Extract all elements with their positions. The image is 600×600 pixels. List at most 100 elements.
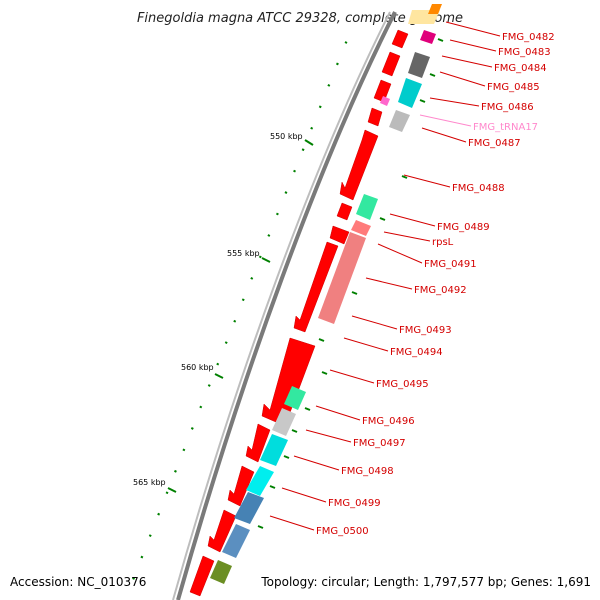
- gene-label: FMG_0488: [452, 183, 505, 194]
- gene-label: FMG_tRNA17: [473, 122, 538, 133]
- scale-tick: [267, 234, 271, 237]
- scale-labels: 550 kbp 555 kbp 560 kbp 565 kbp: [133, 132, 314, 493]
- scale-tick: [301, 148, 305, 152]
- scale-tick: [344, 41, 348, 44]
- gene-label: FMG_0498: [341, 466, 394, 477]
- gene-arrow: [245, 423, 271, 463]
- scale-tick: [173, 469, 177, 473]
- gene-box: [210, 560, 232, 584]
- scale-tick: [401, 175, 408, 179]
- gene-box: [284, 386, 306, 410]
- label-leader-line: [439, 71, 486, 87]
- scale-tick: [241, 298, 245, 302]
- scale-tick: [250, 276, 254, 280]
- label-leader-line: [281, 487, 327, 503]
- gene-label: FMG_0500: [316, 526, 369, 537]
- forward-strand-genes: [189, 29, 409, 597]
- topology-text: Topology: circular; Length: 1,797,577 bp…: [260, 575, 591, 589]
- gene-arrow: [189, 555, 215, 597]
- scale-tick: [379, 217, 386, 221]
- scale-tick: [284, 191, 288, 194]
- label-leader-line: [429, 97, 480, 107]
- gene-arrow: [329, 225, 350, 245]
- gene-label: FMG_0493: [399, 325, 452, 336]
- scale-label-550: 550 kbp: [270, 132, 303, 141]
- gene-arrow: [227, 465, 255, 507]
- scale-tick: [199, 405, 203, 409]
- gene-box: [380, 96, 390, 106]
- gene-arrow: [293, 241, 339, 333]
- label-leader-line: [389, 213, 436, 227]
- scale-tick: [257, 525, 264, 529]
- gene-box: [389, 110, 410, 132]
- gene-label: FMG_0483: [498, 47, 551, 58]
- gene-box: [260, 434, 288, 466]
- scale-tick: [291, 429, 298, 433]
- gene-label: FMG_0495: [376, 379, 429, 390]
- label-leader-line: [419, 114, 472, 127]
- scale-tick: [275, 212, 279, 216]
- backbone-ring: [172, 11, 397, 600]
- scale-tick: [351, 291, 358, 295]
- label-leader-line: [293, 455, 340, 471]
- gene-box: [222, 524, 250, 558]
- gene-box: [398, 78, 422, 108]
- scale-tick: [148, 534, 152, 538]
- scale-label-565: 565 kbp: [133, 478, 166, 487]
- gene-arrow: [336, 202, 353, 221]
- gene-arrow: [391, 29, 409, 49]
- gene-label: FMG_0489: [437, 222, 490, 233]
- scale-tick: [327, 83, 331, 87]
- gene-arrow: [261, 337, 316, 427]
- gene-label: FMG_0484: [494, 63, 547, 74]
- gene-box: [356, 194, 378, 220]
- gene-arrow: [381, 51, 401, 77]
- gene-label: FMG_0491: [424, 259, 477, 270]
- scale-label-555: 555 kbp: [227, 249, 260, 258]
- scale-tick: [165, 491, 169, 495]
- map-title: Finegoldia magna ATCC 29328, complete ge…: [137, 11, 463, 26]
- gene-labels: FMG_0482 FMG_0483 FMG_0484 FMG_0485 FMG_0486…: [269, 21, 555, 537]
- label-leader-line: [365, 277, 413, 290]
- label-leader-line: [445, 21, 501, 37]
- scale-tick: [310, 126, 314, 130]
- scale-tick: [429, 73, 436, 77]
- scale-tick: [321, 371, 328, 375]
- label-leader-line: [329, 369, 375, 384]
- gene-label: FMG_0487: [468, 138, 521, 149]
- gene-box: [351, 220, 371, 236]
- gene-arrow: [339, 129, 379, 201]
- label-leader-line: [403, 174, 451, 188]
- gene-box: [408, 52, 430, 78]
- label-leader-line: [421, 127, 467, 143]
- scale-tick: [304, 407, 311, 411]
- label-leader-line: [305, 429, 352, 443]
- scale-tick: [157, 512, 161, 516]
- gene-box: [246, 466, 274, 496]
- scale-tick: [182, 448, 186, 452]
- scale-tick: [190, 427, 194, 430]
- scale-tick: [437, 38, 444, 42]
- gene-label: FMG_0499: [328, 498, 381, 509]
- gene-box: [234, 492, 264, 524]
- scale-tick: [233, 319, 237, 323]
- gene-label: FMG_0485: [487, 82, 540, 93]
- gene-box: [420, 30, 436, 44]
- label-leader-line: [383, 231, 431, 242]
- gene-label: FMG_0482: [502, 32, 555, 43]
- label-leader-line: [441, 55, 493, 68]
- accession-text: Accession: NC_010376: [10, 575, 146, 589]
- gene-label: FMG_0492: [414, 285, 467, 296]
- gene-label: FMG_0497: [353, 438, 406, 449]
- scale-ring: [132, 38, 444, 580]
- gene-label: FMG_0486: [481, 102, 534, 113]
- gene-box: [428, 4, 442, 14]
- scale-label-560: 560 kbp: [181, 363, 214, 372]
- scale-tick: [318, 338, 325, 342]
- scale-tick: [207, 384, 211, 387]
- reverse-strand-genes: [210, 4, 442, 584]
- scale-tick: [283, 455, 290, 459]
- scale-tick: [132, 577, 135, 580]
- label-leader-line: [343, 337, 389, 352]
- label-leader-line: [449, 39, 497, 52]
